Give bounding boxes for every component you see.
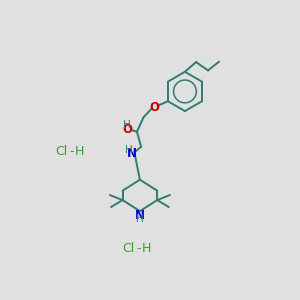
Text: Cl: Cl xyxy=(122,242,134,255)
Text: Cl: Cl xyxy=(55,145,68,158)
Text: N: N xyxy=(128,147,137,160)
Text: H: H xyxy=(123,120,131,130)
Text: H: H xyxy=(136,214,144,224)
Text: N: N xyxy=(135,209,145,222)
Text: O: O xyxy=(149,100,160,113)
Text: -: - xyxy=(136,242,141,255)
Text: -: - xyxy=(70,145,74,158)
Text: O: O xyxy=(122,123,132,136)
Text: H: H xyxy=(125,145,133,154)
Text: H: H xyxy=(75,145,85,158)
Text: H: H xyxy=(142,242,152,255)
